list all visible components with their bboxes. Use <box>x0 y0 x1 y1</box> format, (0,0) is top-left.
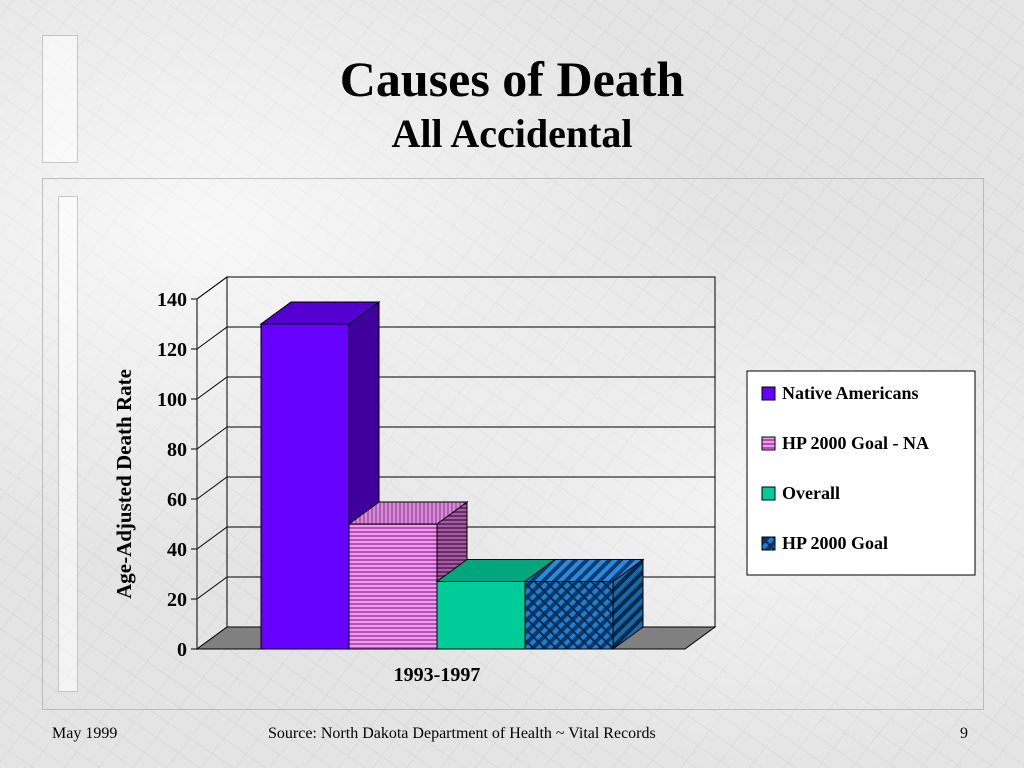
bar-front <box>348 523 438 650</box>
bar-front <box>524 581 614 650</box>
page-number: 9 <box>960 725 968 742</box>
y-tick-label: 20 <box>167 589 187 611</box>
legend-swatch <box>761 436 776 451</box>
footer-date: May 1999 <box>52 725 118 742</box>
y-tick-label: 80 <box>167 439 187 461</box>
legend-label: Native Americans <box>782 383 918 403</box>
x-tick-label: 1993-1997 <box>394 664 481 686</box>
legend-label: Overall <box>782 483 840 503</box>
title-block: Causes of Death All Accidental <box>0 48 1024 158</box>
bar-front <box>436 581 526 650</box>
page-title: Causes of Death <box>339 51 685 107</box>
chart-legend <box>746 370 976 576</box>
chart-side-wall <box>196 276 228 650</box>
bar-hp-2000-goal <box>523 558 645 650</box>
gridline <box>196 276 715 300</box>
decorative-bar-chart <box>58 196 78 692</box>
bar-chart: 0 20 40 60 80 100 120 140 Age-Adjusted Death Rat… <box>112 276 976 686</box>
y-axis-label: Age-Adjusted Death Rate <box>112 369 136 599</box>
gridline <box>196 326 715 350</box>
gridline <box>196 426 715 450</box>
y-tick-label: 100 <box>157 389 187 411</box>
y-tick-label: 120 <box>157 339 187 361</box>
legend-label: HP 2000 Goal - NA <box>782 433 929 453</box>
gridline <box>196 526 715 550</box>
gridline <box>196 476 715 500</box>
legend-swatch <box>761 386 776 401</box>
gridline <box>196 376 715 400</box>
y-tick-label: 140 <box>157 289 187 311</box>
y-tick-label: 0 <box>177 639 187 661</box>
y-tick-label: 40 <box>167 539 187 561</box>
legend-label: HP 2000 Goal <box>782 533 888 553</box>
legend-swatch <box>761 536 776 551</box>
legend-swatch <box>761 486 776 501</box>
bar-front <box>260 323 350 650</box>
decorative-bar-top <box>42 35 78 163</box>
chart-frame: 0 20 40 60 80 100 120 140 Age-Adjusted Death Rat… <box>42 178 984 710</box>
page-subtitle: All Accidental <box>391 111 633 156</box>
footer-source: Source: North Dakota Department of Healt… <box>268 725 656 742</box>
y-tick-label: 60 <box>167 489 187 511</box>
